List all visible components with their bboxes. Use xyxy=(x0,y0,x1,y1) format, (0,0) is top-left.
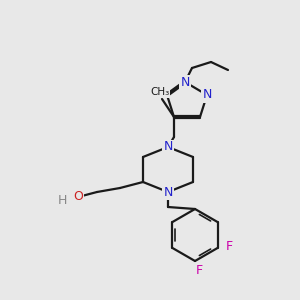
Text: F: F xyxy=(226,239,233,253)
Text: H: H xyxy=(57,194,67,206)
Text: F: F xyxy=(195,265,203,278)
Text: N: N xyxy=(180,76,190,88)
Text: CH₃: CH₃ xyxy=(150,87,170,97)
Text: N: N xyxy=(163,140,173,154)
Text: N: N xyxy=(163,185,173,199)
Text: O: O xyxy=(73,190,83,203)
Text: N: N xyxy=(202,88,212,101)
